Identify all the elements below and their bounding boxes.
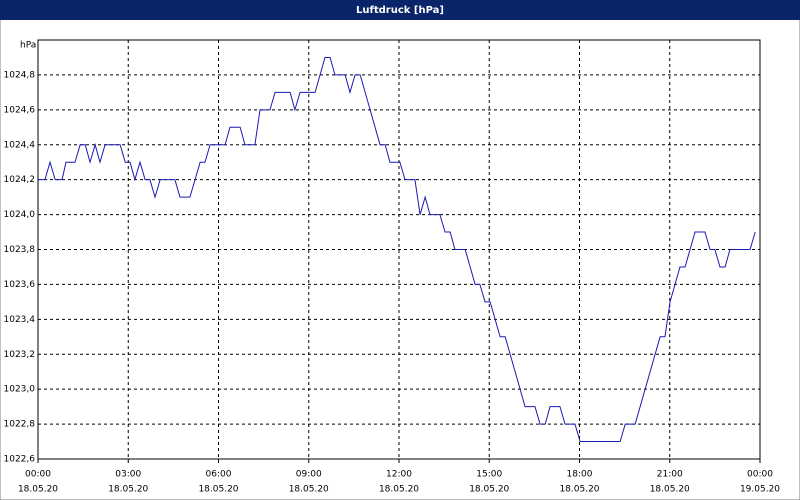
y-tick-label: 1024,2 (4, 175, 36, 185)
y-tick-label: 1023,2 (4, 350, 36, 360)
x-tick-label: 21:00 (657, 470, 683, 480)
y-tick-label: 1022,6 (4, 455, 36, 465)
y-tick-label: 1023,0 (4, 385, 36, 395)
data-line (38, 56, 756, 443)
x-tick-date: 18.05.20 (379, 485, 419, 495)
y-axis-label: hPa (20, 41, 36, 51)
x-tick-label: 00:00 (747, 470, 773, 480)
x-tick-label: 03:00 (115, 470, 141, 480)
x-tick-date: 18.05.20 (650, 485, 690, 495)
y-tick-label: 1023,4 (4, 315, 36, 325)
x-tick-date: 18.05.20 (289, 485, 329, 495)
y-tick-label: 1024,4 (4, 140, 36, 150)
y-tick-label: 1022,8 (4, 420, 36, 430)
x-tick-date: 18.05.20 (198, 485, 238, 495)
x-tick-label: 15:00 (476, 470, 502, 480)
x-tick-date: 18.05.20 (108, 485, 148, 495)
y-tick-label: 1023,6 (4, 280, 36, 290)
x-tick-date: 18.05.20 (559, 485, 599, 495)
y-tick-label: 1024,0 (4, 210, 36, 220)
x-tick-date: 19.05.20 (740, 485, 780, 495)
y-tick-label: 1024,6 (4, 105, 36, 115)
y-tick-label: 1024,8 (4, 70, 36, 80)
y-tick-label: 1023,8 (4, 245, 36, 255)
x-tick-date: 18.05.20 (18, 485, 58, 495)
title-bar (0, 0, 800, 20)
x-tick-label: 00:00 (25, 470, 51, 480)
x-tick-label: 12:00 (386, 470, 412, 480)
chart-title: Luftdruck [hPa] (356, 5, 444, 16)
x-tick-label: 09:00 (296, 470, 322, 480)
x-tick-date: 18.05.20 (469, 485, 509, 495)
x-tick-label: 06:00 (206, 470, 232, 480)
x-tick-label: 18:00 (567, 470, 593, 480)
